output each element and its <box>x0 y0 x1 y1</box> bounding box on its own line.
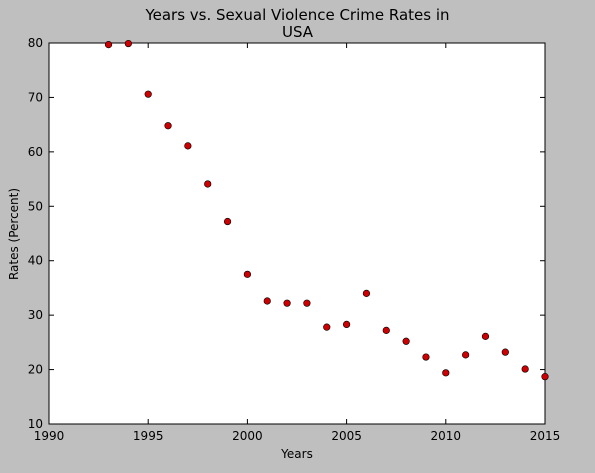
x-tick-label: 2000 <box>232 429 263 443</box>
chart-title-line-2: USA <box>281 23 314 41</box>
data-point <box>323 323 331 331</box>
y-tick-label: 10 <box>28 417 43 431</box>
data-point <box>124 39 132 48</box>
data-point <box>104 41 113 49</box>
data-point <box>223 217 232 226</box>
y-tick-label: 50 <box>28 199 43 213</box>
x-tick-label: 2015 <box>530 429 561 443</box>
data-point <box>283 299 291 307</box>
axis-ticks: 1990 1995 2000 2005 2010 2015 10 20 30 40 50 60 70 80 <box>28 36 561 443</box>
data-points <box>104 39 549 381</box>
data-point <box>263 297 271 305</box>
data-point <box>442 369 450 377</box>
x-axis-label: Years <box>280 447 313 461</box>
data-point <box>343 320 351 328</box>
data-point <box>144 90 152 98</box>
data-point <box>184 142 192 150</box>
x-tick-label: 2005 <box>331 429 362 443</box>
x-tick-label: 1990 <box>34 429 65 443</box>
data-point <box>422 353 430 361</box>
data-point <box>481 332 490 340</box>
y-tick-label: 30 <box>28 308 43 322</box>
y-tick-label: 20 <box>28 363 43 377</box>
chart-title-line-1: Years vs. Sexual Violence Crime Rates in <box>145 6 450 24</box>
data-point <box>402 337 410 345</box>
y-tick-label: 80 <box>28 36 43 50</box>
y-axis-label: Rates (Percent) <box>7 188 21 280</box>
data-point <box>204 180 212 188</box>
data-point <box>243 270 251 278</box>
y-tick-label: 70 <box>28 90 43 104</box>
data-point <box>164 122 172 130</box>
data-point <box>303 299 311 307</box>
x-tick-label: 2010 <box>431 429 462 443</box>
y-tick-label: 60 <box>28 145 43 159</box>
x-tick-label: 1995 <box>133 429 164 443</box>
data-point <box>462 351 470 359</box>
y-tick-label: 40 <box>28 254 43 268</box>
data-point <box>501 348 509 356</box>
plot-area <box>48 42 546 425</box>
data-point <box>382 326 390 334</box>
data-point <box>541 373 549 381</box>
data-point <box>521 365 529 373</box>
data-point <box>362 289 371 297</box>
